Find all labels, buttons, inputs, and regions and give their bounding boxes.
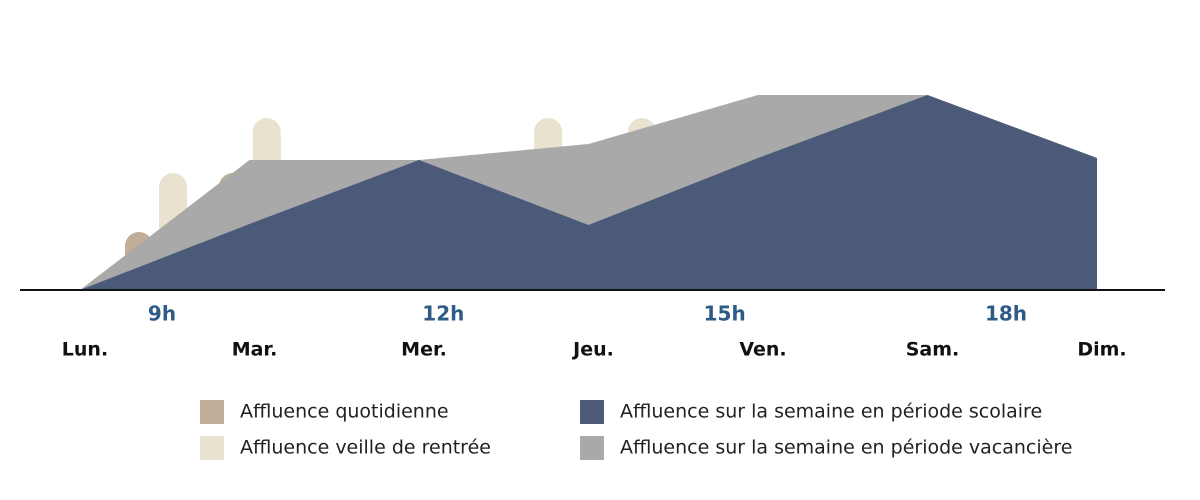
day-label: Dim. <box>1077 339 1126 361</box>
legend-label: Affluence veille de rentrée <box>240 437 491 459</box>
legend-label: Affluence quotidienne <box>240 401 449 423</box>
day-label: Jeu. <box>571 339 614 361</box>
day-label: Mer. <box>401 339 447 361</box>
day-label: Sam. <box>906 339 960 361</box>
hour-label: 18h <box>985 302 1027 326</box>
hour-label: 9h <box>148 302 176 326</box>
legend-swatch <box>200 436 224 460</box>
day-label: Mar. <box>232 339 278 361</box>
legend-swatch <box>580 400 604 424</box>
area <box>80 95 1097 290</box>
legend-swatch <box>580 436 604 460</box>
legend-label: Affluence sur la semaine en période vaca… <box>620 437 1072 459</box>
day-label: Ven. <box>739 339 786 361</box>
hour-label: 12h <box>422 302 464 326</box>
legend-label: Affluence sur la semaine en période scol… <box>620 401 1042 423</box>
legend-swatch <box>200 400 224 424</box>
day-label: Lun. <box>62 339 108 361</box>
hour-label: 15h <box>704 302 746 326</box>
